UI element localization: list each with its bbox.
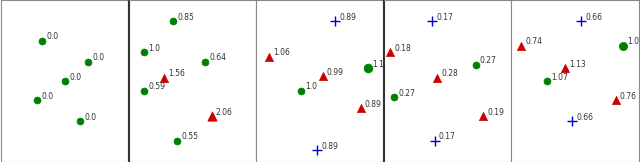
Text: 0.55: 0.55 — [181, 132, 198, 141]
Text: 0.18: 0.18 — [394, 44, 411, 52]
Point — [432, 76, 442, 79]
Text: 0.0: 0.0 — [46, 32, 58, 41]
Text: 1.0: 1.0 — [305, 82, 317, 91]
Text: 1.56: 1.56 — [168, 69, 186, 78]
Point — [356, 107, 366, 110]
Text: 0.0: 0.0 — [92, 53, 104, 62]
Text: 0.66: 0.66 — [577, 113, 593, 122]
Text: 1.07: 1.07 — [628, 37, 640, 46]
Text: 0.85: 0.85 — [177, 13, 195, 22]
Text: 1.07: 1.07 — [551, 73, 568, 82]
Point — [296, 89, 306, 92]
Point — [60, 80, 70, 82]
Text: 0.66: 0.66 — [586, 13, 602, 22]
Point — [559, 67, 570, 69]
Point — [611, 99, 621, 102]
Point — [385, 51, 396, 53]
Text: 0.0: 0.0 — [41, 92, 53, 101]
Text: 0.89: 0.89 — [322, 142, 339, 151]
Point — [576, 20, 586, 23]
Text: 0.28: 0.28 — [442, 69, 458, 78]
Point — [429, 139, 440, 142]
Text: 2.06: 2.06 — [216, 108, 233, 117]
Text: 1.13: 1.13 — [569, 60, 586, 69]
Text: 0.19: 0.19 — [487, 108, 504, 117]
Text: 0.0: 0.0 — [84, 113, 97, 122]
Text: 0.99: 0.99 — [326, 68, 344, 77]
Text: 0.89: 0.89 — [365, 100, 382, 109]
Text: 0.17: 0.17 — [436, 13, 453, 22]
Text: 0.59: 0.59 — [148, 82, 165, 91]
Text: 0.17: 0.17 — [439, 132, 456, 141]
Point — [470, 64, 481, 66]
Point — [172, 139, 182, 142]
Point — [139, 51, 149, 53]
Point — [200, 60, 211, 63]
Text: 0.27: 0.27 — [480, 57, 497, 65]
Point — [427, 20, 437, 23]
Point — [516, 44, 527, 47]
Point — [542, 80, 552, 82]
Text: 0.74: 0.74 — [525, 37, 543, 46]
Point — [364, 67, 374, 69]
Point — [330, 20, 340, 23]
Text: 0.89: 0.89 — [339, 13, 356, 22]
Point — [139, 89, 149, 92]
Text: 1.0: 1.0 — [148, 44, 160, 52]
Point — [207, 115, 217, 118]
Point — [478, 115, 488, 118]
Point — [32, 99, 42, 102]
Point — [76, 120, 86, 123]
Text: 1.06: 1.06 — [273, 48, 290, 57]
Text: 0.64: 0.64 — [209, 53, 227, 62]
Point — [83, 60, 93, 63]
Point — [264, 56, 274, 58]
Point — [389, 96, 399, 98]
Point — [168, 20, 179, 23]
Point — [618, 44, 628, 47]
Point — [312, 149, 323, 152]
Text: 0.0: 0.0 — [69, 73, 81, 82]
Text: 1.17: 1.17 — [372, 60, 389, 69]
Point — [159, 76, 170, 79]
Text: 0.27: 0.27 — [398, 89, 415, 98]
Point — [37, 39, 47, 42]
Point — [567, 120, 577, 123]
Point — [317, 75, 328, 77]
Text: 0.76: 0.76 — [620, 92, 637, 101]
